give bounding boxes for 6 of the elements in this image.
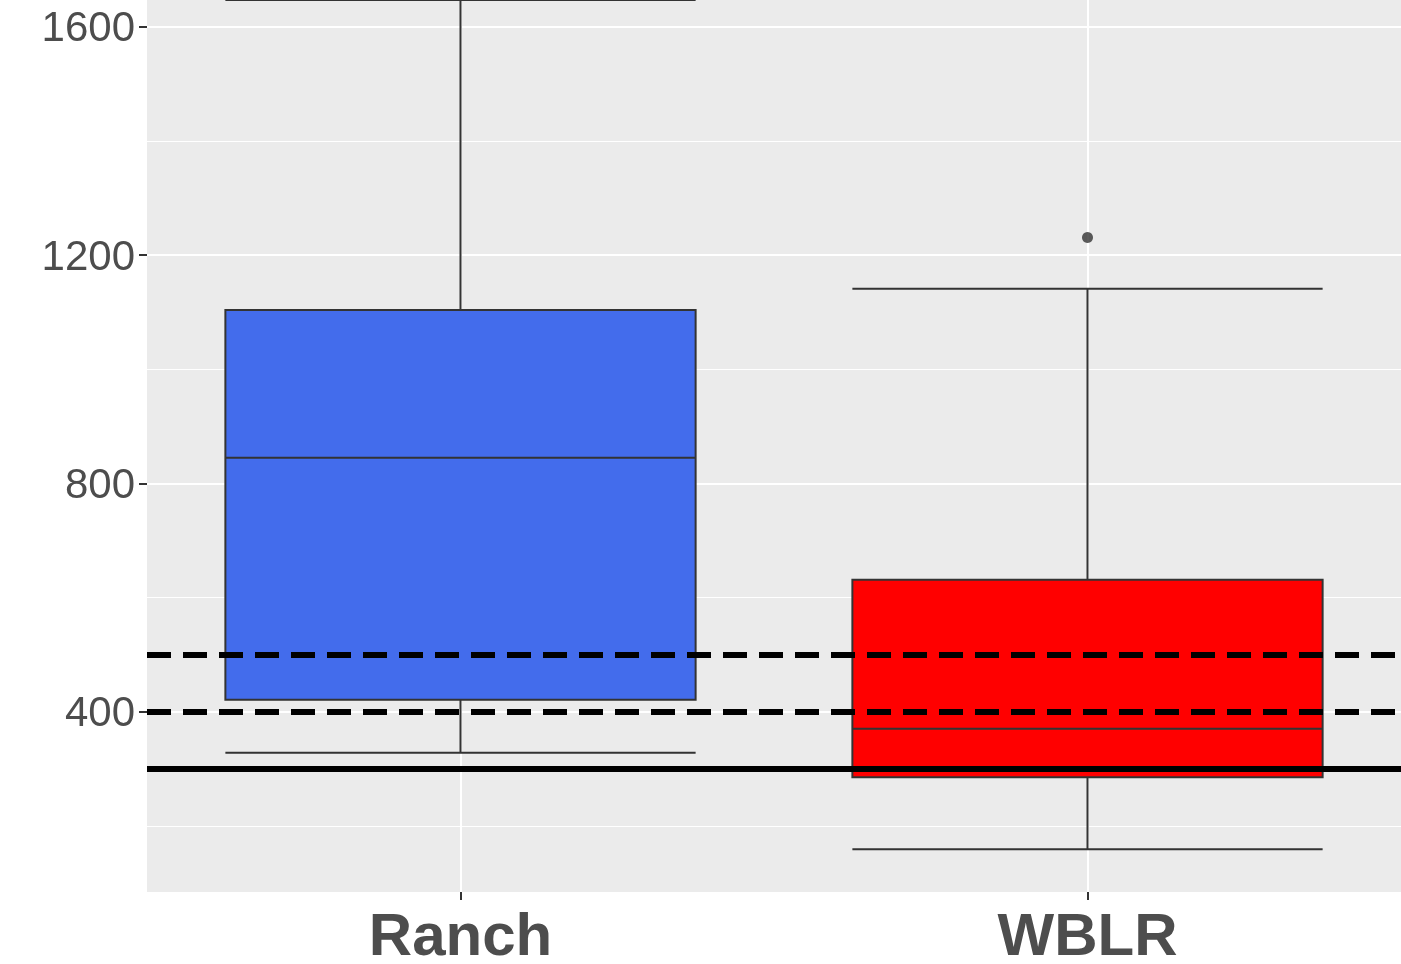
y-tick-label: 400 <box>64 688 135 736</box>
y-tick-label: 800 <box>64 459 135 507</box>
x-tick-label: WBLR <box>997 900 1178 964</box>
y-tick-label: 1600 <box>41 3 135 51</box>
x-tick-label: Ranch <box>368 900 553 964</box>
y-tick-label: 1200 <box>41 231 135 279</box>
